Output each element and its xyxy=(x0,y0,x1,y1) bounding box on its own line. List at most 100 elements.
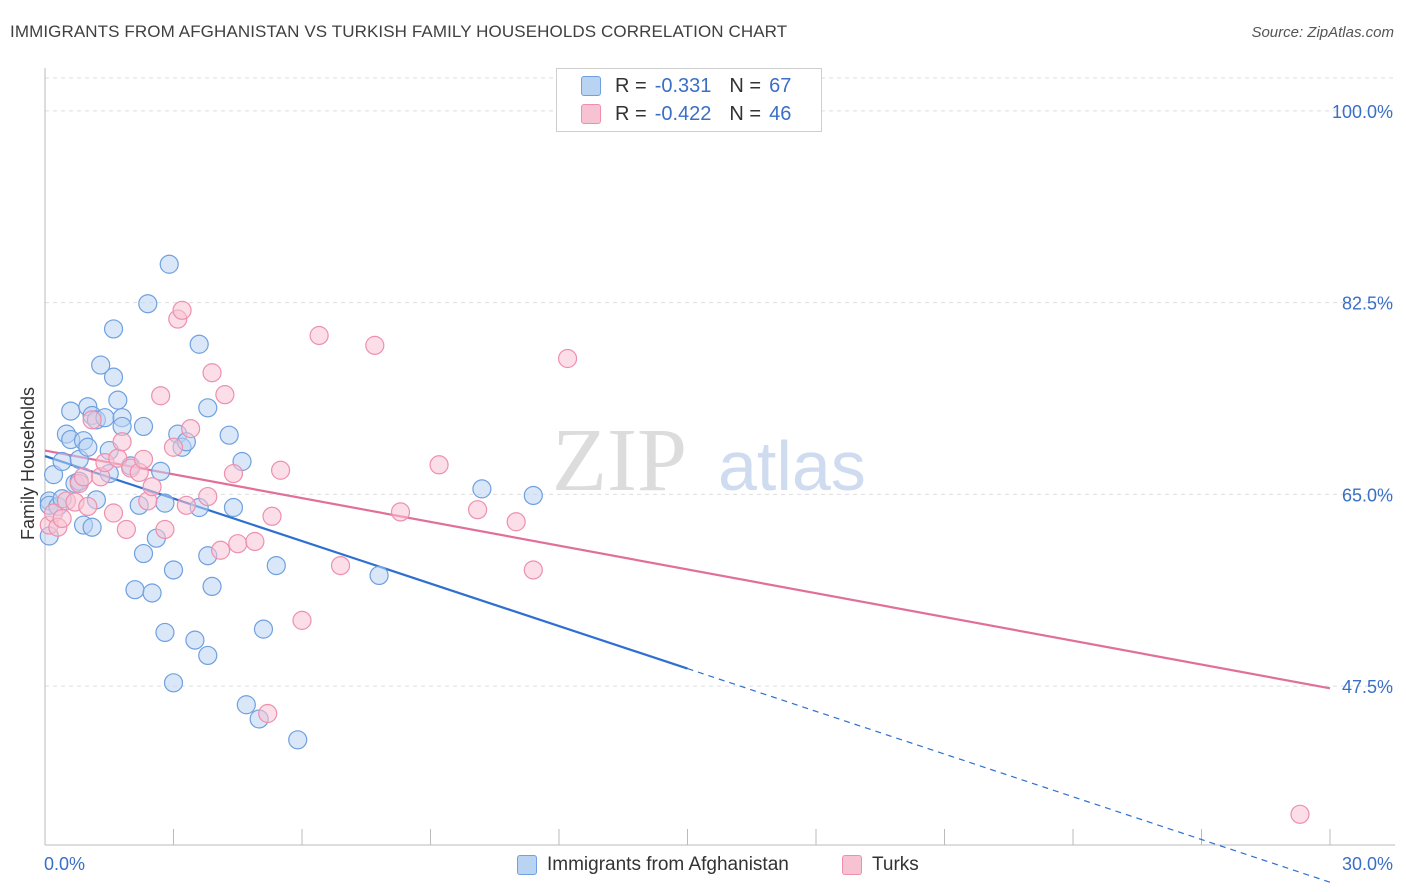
stats-legend: R = -0.331 N = 67 R = -0.422 N = 46 xyxy=(556,68,822,132)
legend-swatch-turks xyxy=(842,855,862,875)
point-turks xyxy=(506,512,526,532)
point-afghanistan xyxy=(61,401,81,421)
point-turks xyxy=(330,555,351,576)
point-turks xyxy=(52,508,72,529)
point-turks xyxy=(142,477,162,497)
trend-line-turks xyxy=(44,449,1331,690)
point-turks xyxy=(103,503,124,523)
point-turks xyxy=(309,325,329,346)
point-afghanistan xyxy=(151,461,171,481)
grid-lines xyxy=(45,77,1395,687)
point-afghanistan xyxy=(138,294,158,314)
point-turks xyxy=(155,519,175,540)
point-turks xyxy=(245,531,265,552)
legend-label-afghanistan: Immigrants from Afghanistan xyxy=(547,854,789,875)
point-turks xyxy=(1290,804,1310,824)
point-afghanistan xyxy=(155,622,175,643)
legend-label-turks: Turks xyxy=(872,854,919,875)
point-afghanistan xyxy=(133,416,154,437)
trend-line-afghanistan-extension xyxy=(687,668,1331,883)
tick-labels: 100.0% 82.5% 65.0% 47.5% 0.0% 30.0% xyxy=(44,102,1393,874)
point-turks xyxy=(429,455,449,475)
point-turks xyxy=(228,534,248,554)
point-turks xyxy=(151,386,171,406)
chart-title: IMMIGRANTS FROM AFGHANISTAN VS TURKISH F… xyxy=(10,22,788,41)
y-axis-label: Family Households xyxy=(18,386,38,540)
y-tick-label: 65.0% xyxy=(1342,485,1393,505)
source-credit: Source: ZipAtlas.com xyxy=(1251,24,1394,41)
point-afghanistan xyxy=(82,517,102,537)
point-afghanistan xyxy=(78,437,98,457)
point-afghanistan xyxy=(163,673,184,693)
y-tick-label: 100.0% xyxy=(1332,102,1393,122)
point-turks xyxy=(78,496,98,517)
legend-r-value: -0.422 xyxy=(654,102,712,125)
point-turks xyxy=(292,610,312,630)
point-afghanistan xyxy=(253,619,274,639)
legend-n-label: N = xyxy=(729,102,762,125)
data-points xyxy=(39,254,1310,824)
point-afghanistan xyxy=(266,555,286,576)
point-turks xyxy=(557,348,578,369)
point-afghanistan xyxy=(236,695,256,715)
point-turks xyxy=(73,467,94,487)
point-turks xyxy=(262,506,282,526)
legend-row-afghanistan: R = -0.331 N = 67 xyxy=(581,73,791,99)
point-turks xyxy=(198,486,218,507)
point-turks xyxy=(116,519,136,540)
point-turks xyxy=(133,449,154,469)
point-afghanistan xyxy=(103,367,124,387)
point-turks xyxy=(112,432,132,452)
point-turks xyxy=(215,385,235,405)
legend-item-turks: Turks xyxy=(842,852,919,878)
legend-r-value: -0.331 xyxy=(654,74,712,97)
point-afghanistan xyxy=(472,479,492,499)
legend-n-value: 46 xyxy=(769,102,792,125)
legend-item-afghanistan: Immigrants from Afghanistan xyxy=(517,852,789,878)
point-afghanistan xyxy=(219,425,239,445)
point-afghanistan xyxy=(133,543,154,564)
point-turks xyxy=(390,502,411,522)
point-afghanistan xyxy=(103,319,124,339)
legend-row-turks: R = -0.422 N = 46 xyxy=(581,101,791,127)
legend-n-label: N = xyxy=(729,74,762,97)
point-afghanistan xyxy=(202,576,222,597)
point-turks xyxy=(523,560,543,580)
legend-r-label: R = xyxy=(615,74,647,97)
point-afghanistan xyxy=(185,630,205,650)
y-tick-label: 82.5% xyxy=(1342,294,1393,314)
point-afghanistan xyxy=(142,583,162,603)
legend-n-value: 67 xyxy=(769,74,792,97)
point-turks xyxy=(181,419,201,439)
legend-r-label: R = xyxy=(615,102,647,125)
point-turks xyxy=(211,540,231,560)
watermark: ZIP atlas xyxy=(552,411,866,510)
point-turks xyxy=(365,335,385,355)
point-afghanistan xyxy=(163,560,184,580)
watermark-atlas: atlas xyxy=(718,427,866,505)
point-turks xyxy=(202,363,222,383)
point-afghanistan xyxy=(369,565,389,586)
point-afghanistan xyxy=(223,497,244,518)
point-turks xyxy=(82,410,102,430)
point-afghanistan xyxy=(125,580,145,600)
point-turks xyxy=(270,460,291,480)
point-turks xyxy=(258,703,278,724)
x-tick-label: 0.0% xyxy=(44,854,85,874)
point-afghanistan xyxy=(91,355,111,375)
point-afghanistan xyxy=(198,645,218,666)
point-afghanistan xyxy=(198,398,218,418)
point-afghanistan xyxy=(52,451,72,472)
point-turks xyxy=(172,300,192,320)
point-turks xyxy=(176,495,196,515)
x-tick-label: 30.0% xyxy=(1342,854,1393,874)
point-turks xyxy=(468,500,488,520)
legend-swatch-turks xyxy=(581,104,601,124)
point-turks xyxy=(223,463,244,484)
point-turks xyxy=(163,437,184,457)
legend-swatch-afghanistan xyxy=(517,855,537,875)
y-tick-label: 47.5% xyxy=(1342,677,1393,697)
legend-swatch-afghanistan xyxy=(581,76,601,96)
point-afghanistan xyxy=(108,390,128,410)
